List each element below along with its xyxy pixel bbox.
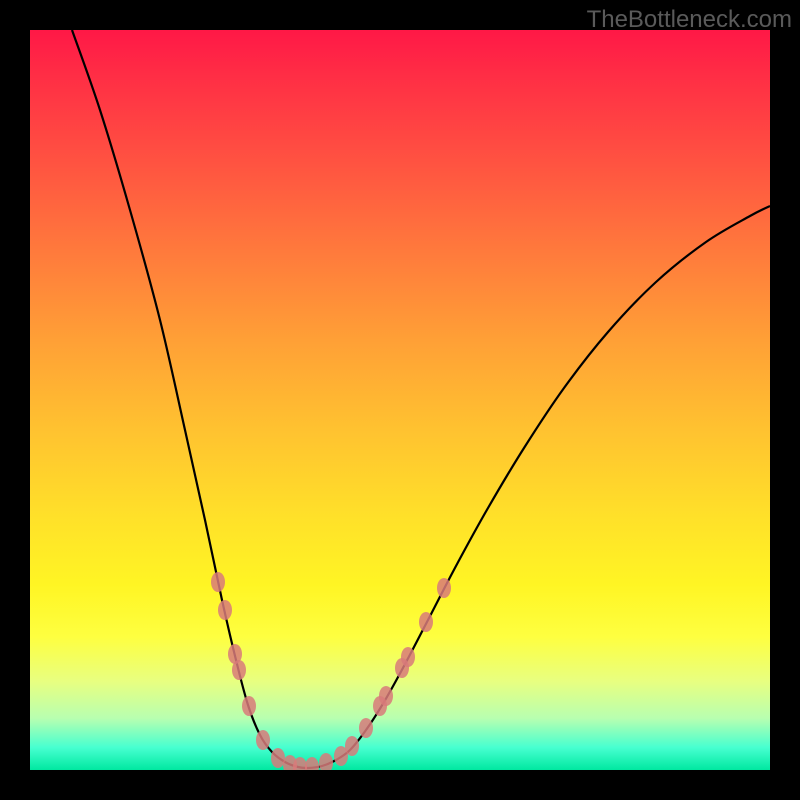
data-marker [305,757,319,770]
data-marker [319,753,333,770]
data-marker [437,578,451,598]
curve-svg [30,30,770,770]
data-marker [379,686,393,706]
data-marker [256,730,270,750]
data-marker [345,736,359,756]
data-marker [359,718,373,738]
data-marker [401,647,415,667]
marker-group [211,572,451,770]
data-marker [242,696,256,716]
bottleneck-curve [72,30,770,768]
gradient-plot-area [30,30,770,770]
data-marker [419,612,433,632]
data-marker [271,748,285,768]
data-marker [232,660,246,680]
data-marker [218,600,232,620]
data-marker [211,572,225,592]
